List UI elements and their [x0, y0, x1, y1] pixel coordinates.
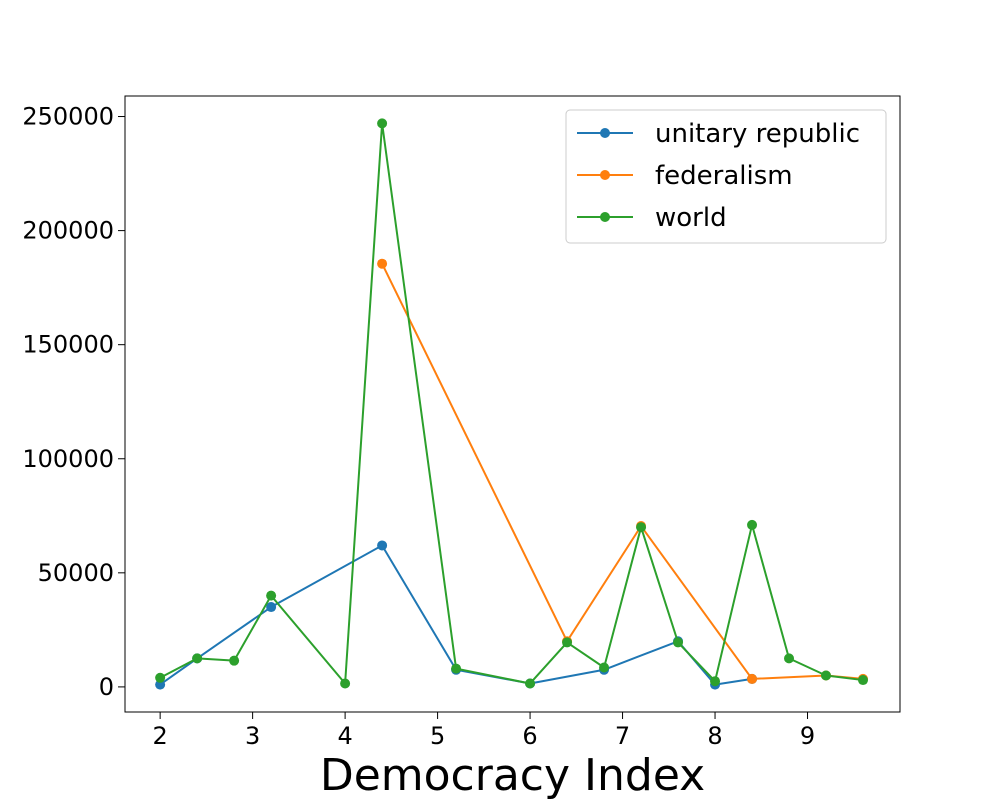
y-tick-label: 100000 [22, 445, 114, 473]
data-point [599, 662, 610, 673]
data-point [525, 678, 536, 689]
y-tick-label: 200000 [22, 217, 114, 245]
data-point [747, 673, 758, 684]
data-point [155, 672, 166, 683]
data-point [747, 519, 758, 530]
legend-marker [600, 170, 610, 180]
data-point [377, 258, 388, 269]
data-point [710, 676, 721, 687]
x-tick-label: 3 [245, 722, 260, 750]
legend-marker [600, 128, 610, 138]
y-tick-label: 150000 [22, 331, 114, 359]
series-world [155, 118, 869, 689]
legend-box [565, 109, 887, 244]
data-point [155, 679, 166, 690]
data-point [266, 590, 277, 601]
data-point [229, 655, 240, 666]
x-axis-ticks: 2 3 4 5 6 7 8 9 [153, 712, 815, 750]
x-tick-label: 8 [707, 722, 722, 750]
y-tick-label: 50000 [38, 559, 114, 587]
x-tick-label: 9 [800, 722, 815, 750]
data-point [377, 118, 388, 129]
x-tick-label: 6 [522, 722, 537, 750]
data-point [821, 670, 832, 681]
data-point [192, 653, 203, 664]
plot-frame [124, 95, 901, 713]
series-layer [155, 118, 869, 690]
y-tick-label: 250000 [22, 103, 114, 131]
data-point [784, 653, 795, 664]
data-point [451, 663, 462, 674]
x-tick-label: 7 [615, 722, 630, 750]
legend-label: world [655, 203, 727, 233]
x-axis-label: Democracy Index [320, 750, 705, 800]
legend: unitary republic federalism world [565, 109, 887, 244]
legend-label: federalism [655, 161, 793, 191]
y-tick-label: 0 [99, 673, 114, 701]
legend-label: unitary republic [655, 119, 860, 149]
x-tick-label: 2 [153, 722, 168, 750]
legend-marker [600, 212, 610, 222]
x-tick-label: 4 [337, 722, 352, 750]
data-point [858, 675, 869, 686]
data-point [673, 637, 684, 648]
y-axis-ticks: 0 50000 100000 150000 200000 250000 [22, 103, 125, 701]
data-point [562, 637, 573, 648]
data-point [377, 540, 388, 551]
data-point [266, 602, 277, 613]
x-tick-label: 5 [430, 722, 445, 750]
legend-items: unitary republic federalism world [577, 119, 860, 233]
data-point [636, 522, 647, 533]
data-point [340, 678, 351, 689]
